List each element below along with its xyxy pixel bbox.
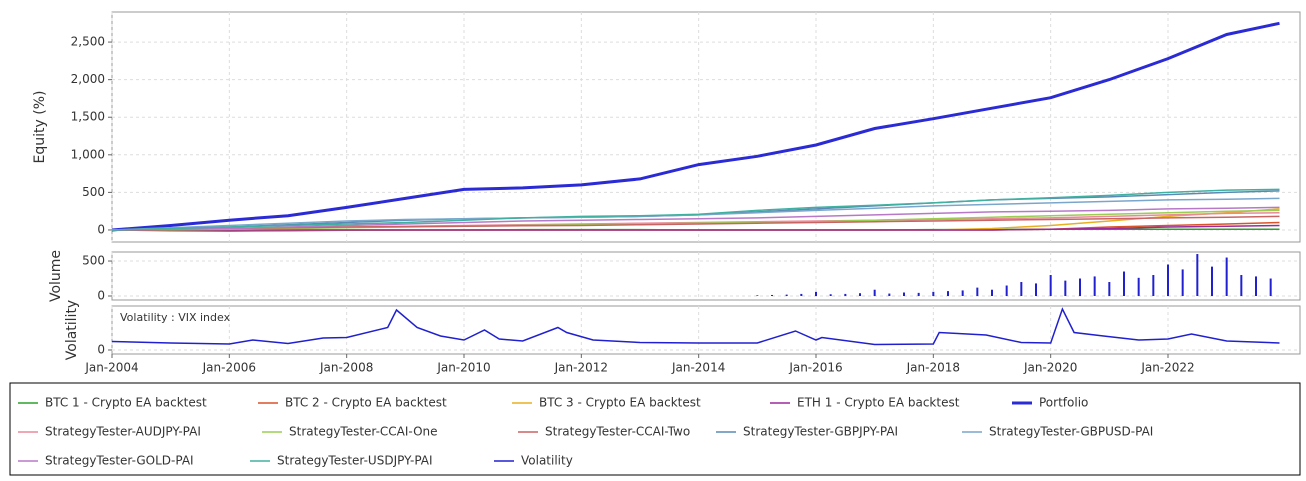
series-line [112, 224, 1280, 231]
legend-label: StrategyTester-CCAI-One [289, 425, 438, 439]
series-line [111, 206, 1280, 231]
y-tick-label: 2,000 [71, 72, 105, 86]
legend-label: BTC 3 - Crypto EA backtest [539, 396, 701, 410]
y-tick-label: 500 [82, 185, 105, 199]
legend-label: StrategyTester-AUDJPY-PAI [45, 425, 201, 439]
y-tick-label: 1,000 [71, 147, 105, 161]
legend-label: ETH 1 - Crypto EA backtest [797, 396, 960, 410]
legend-label: StrategyTester-GBPUSD-PAI [989, 425, 1153, 439]
x-tick-label: Jan-2014 [671, 361, 725, 375]
equity-panel [111, 11, 1301, 243]
y-axis-label: Equity (%) [32, 91, 48, 164]
y-tick-label: 0 [97, 289, 105, 303]
volatility-panel [111, 305, 1301, 355]
y-axis-label: Volume [48, 250, 64, 302]
volume-panel [111, 251, 1301, 301]
legend-label: StrategyTester-GBPJPY-PAI [743, 425, 898, 439]
legend-label: BTC 1 - Crypto EA backtest [45, 396, 207, 410]
y-tick-label: 2,500 [71, 35, 105, 49]
x-tick-label: Jan-2012 [554, 361, 608, 375]
series-line [111, 188, 1280, 231]
x-tick-label: Jan-2006 [202, 361, 256, 375]
y-tick-label: 1,500 [71, 110, 105, 124]
legend-label: Portfolio [1039, 396, 1088, 410]
legend-label: StrategyTester-GOLD-PAI [45, 454, 194, 468]
series-line [111, 21, 1280, 232]
legend-label: StrategyTester-USDJPY-PAI [277, 454, 433, 468]
series-line [111, 215, 1280, 231]
legend [9, 382, 1301, 476]
y-tick-label: 0 [97, 222, 105, 236]
x-tick-label: Jan-2018 [906, 361, 960, 375]
x-tick-label: Jan-2008 [319, 361, 373, 375]
series-line [111, 209, 1280, 231]
annotation: Volatility : VIX index [120, 311, 231, 324]
legend-label: BTC 2 - Crypto EA backtest [285, 396, 447, 410]
x-tick-label: Jan-2022 [1140, 361, 1194, 375]
legend-label: Volatility [521, 454, 573, 468]
x-tick-label: Jan-2004 [84, 361, 138, 375]
series-line [111, 307, 1280, 346]
legend-label: StrategyTester-CCAI-Two [545, 425, 690, 439]
x-tick-label: Jan-2020 [1023, 361, 1077, 375]
y-axis-label: Volatility [64, 300, 80, 360]
y-tick-label: 500 [82, 254, 105, 268]
x-tick-label: Jan-2016 [788, 361, 842, 375]
y-tick-label: 0 [97, 343, 105, 357]
x-tick-label: Jan-2010 [436, 361, 490, 375]
